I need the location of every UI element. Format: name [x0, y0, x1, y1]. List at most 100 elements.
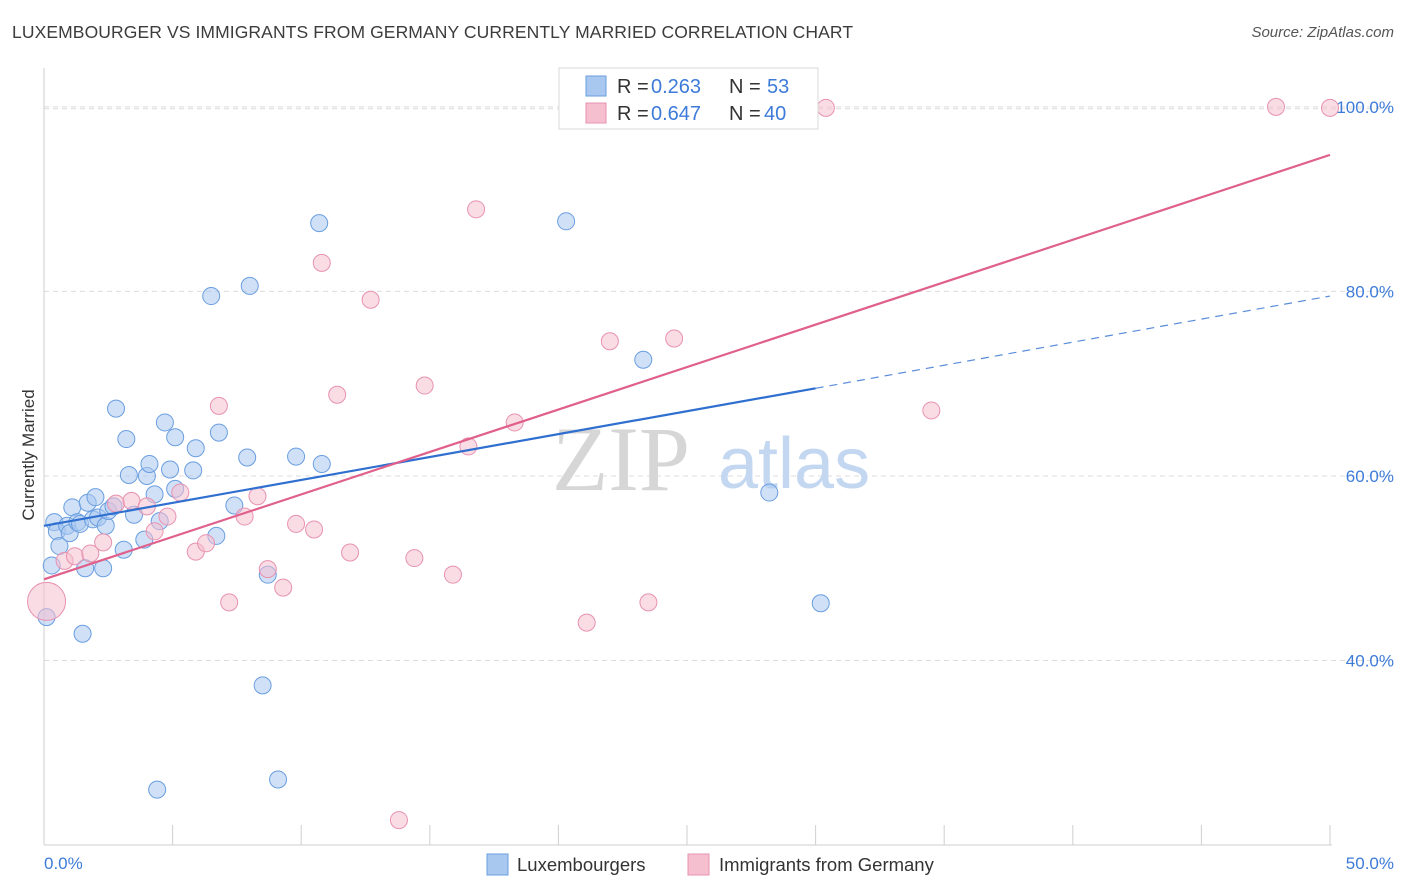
luxembourger-point: [186, 439, 205, 458]
germany-point: [341, 543, 360, 562]
legend-r-value-1: 0.263: [651, 76, 701, 98]
watermark-atlas: atlas: [718, 424, 870, 504]
germany-point: [122, 491, 141, 510]
germany-point: [258, 560, 277, 579]
watermark-zip: ZIP: [552, 408, 690, 510]
luxembourger-point: [202, 287, 221, 306]
luxembourger-point: [166, 428, 185, 447]
germany-point: [220, 593, 239, 612]
legend-swatch-germany: [585, 102, 607, 124]
correlation-legend: R = 0.263 N = 53 R = 0.647 N = 40: [558, 67, 819, 130]
luxembourger-point: [184, 461, 203, 480]
luxembourger-point: [310, 214, 329, 233]
luxembourger-point: [117, 430, 136, 449]
legend-swatch-luxembourgers: [585, 75, 607, 97]
germany-point: [389, 811, 408, 830]
luxembourger-point: [287, 447, 306, 466]
luxembourger-point: [209, 423, 228, 442]
germany-point: [209, 396, 228, 415]
y-tick-label: 40.0%: [1346, 651, 1394, 670]
trendlines: [43, 153, 1331, 581]
legend-n-label-1: N =: [729, 76, 761, 98]
germany-point: [665, 329, 684, 348]
luxembourgers-trendline: [43, 387, 816, 527]
luxembourger-point: [96, 516, 115, 535]
luxembourger-point: [312, 454, 331, 473]
germany-point: [816, 98, 835, 117]
germany-point: [922, 401, 941, 420]
germany-point: [171, 483, 190, 502]
germany-point: [27, 581, 67, 621]
legend-r-label-2: R =: [617, 103, 649, 125]
y-tick-label: 80.0%: [1346, 282, 1394, 301]
germany-point: [287, 514, 306, 533]
luxembourger-point: [148, 780, 167, 799]
bottom-legend-swatch-luxembourgers: [486, 853, 509, 876]
germany-points: [27, 97, 1339, 830]
germany-point: [305, 520, 324, 539]
legend-n-value-2: 40: [764, 103, 786, 125]
luxembourger-point: [86, 488, 105, 507]
luxembourger-point: [253, 676, 272, 695]
luxembourger-point: [225, 496, 244, 515]
germany-point: [81, 544, 100, 563]
germany-point: [415, 376, 434, 395]
x-tick-label: 0.0%: [44, 854, 83, 873]
bottom-legend-swatch-germany: [687, 853, 710, 876]
germany-point: [405, 549, 424, 568]
germany-point: [274, 578, 293, 597]
luxembourger-point: [557, 212, 576, 231]
legend-n-label-2: N =: [729, 103, 761, 125]
bottom-legend-luxembourgers: Luxembourgers: [517, 854, 646, 875]
germany-point: [1321, 98, 1339, 117]
luxembourger-point: [811, 594, 830, 613]
luxembourger-point: [760, 483, 779, 502]
legend-n-value-1: 53: [767, 76, 789, 98]
y-tick-label: 100.0%: [1336, 98, 1394, 117]
chart-title: LUXEMBOURGER VS IMMIGRANTS FROM GERMANY …: [12, 22, 854, 42]
germany-point: [577, 613, 596, 632]
y-tick-label: 60.0%: [1346, 467, 1394, 486]
luxembourger-point: [240, 276, 259, 295]
germany-point: [65, 547, 84, 566]
series-legend: Luxembourgers Immigrants from Germany: [486, 853, 935, 876]
bottom-legend-germany: Immigrants from Germany: [719, 854, 935, 875]
luxembourger-point: [238, 448, 257, 467]
germany-point: [107, 494, 126, 513]
gridlines: [44, 106, 1394, 661]
germany-point: [197, 534, 216, 553]
germany-point: [639, 593, 658, 612]
luxembourger-point: [161, 460, 180, 479]
germany-trendline: [43, 153, 1331, 581]
x-tick-label: 50.0%: [1346, 854, 1394, 873]
tick-labels: 40.0% 60.0% 80.0% 100.0% 0.0% 50.0%: [44, 98, 1394, 873]
germany-point: [505, 413, 524, 432]
watermark: ZIP atlas: [552, 408, 870, 510]
luxembourgers-trendline-extension: [815, 295, 1331, 389]
luxembourgers-points: [37, 212, 830, 799]
luxembourger-point: [107, 399, 126, 418]
germany-point: [145, 522, 164, 541]
germany-point: [600, 332, 619, 351]
luxembourger-point: [634, 350, 653, 369]
germany-point: [158, 507, 177, 526]
legend-r-value-2: 0.647: [651, 103, 701, 125]
luxembourger-point: [73, 624, 92, 643]
luxembourger-point: [155, 413, 174, 432]
germany-point: [467, 200, 486, 219]
germany-point: [248, 487, 267, 506]
germany-point: [94, 533, 113, 552]
legend-r-label-1: R =: [617, 76, 649, 98]
germany-point: [328, 385, 347, 404]
luxembourger-point: [269, 770, 288, 789]
germany-point: [312, 253, 331, 272]
germany-point: [443, 565, 462, 584]
axes: [43, 68, 1332, 846]
y-axis-title: Currently Married: [19, 389, 38, 520]
source-label: Source: ZipAtlas.com: [1251, 24, 1394, 41]
germany-point: [361, 290, 380, 309]
luxembourger-point: [140, 454, 159, 473]
luxembourger-point: [119, 466, 138, 485]
germany-point: [1266, 97, 1285, 116]
